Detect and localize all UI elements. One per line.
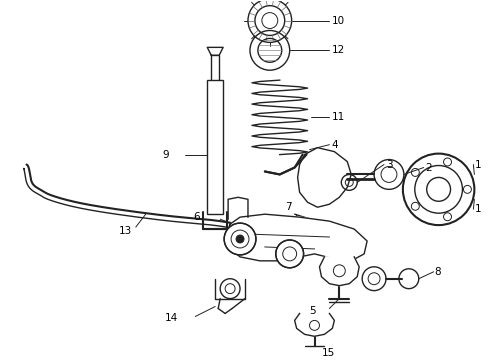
Text: 14: 14 xyxy=(165,314,178,323)
Text: 6: 6 xyxy=(194,212,200,222)
Circle shape xyxy=(224,223,256,255)
Text: 2: 2 xyxy=(426,162,432,172)
Polygon shape xyxy=(294,314,334,336)
Text: 5: 5 xyxy=(309,306,316,316)
Text: 8: 8 xyxy=(435,267,441,277)
Text: 4: 4 xyxy=(331,140,338,150)
Text: 12: 12 xyxy=(331,45,344,55)
Text: 3: 3 xyxy=(386,159,392,170)
Text: 7: 7 xyxy=(285,202,292,212)
Text: 10: 10 xyxy=(331,15,344,26)
Polygon shape xyxy=(225,214,367,261)
Text: 13: 13 xyxy=(119,226,132,236)
Text: 1: 1 xyxy=(474,204,481,214)
Text: 15: 15 xyxy=(321,348,335,358)
Text: 9: 9 xyxy=(162,150,169,159)
Circle shape xyxy=(276,240,304,268)
FancyBboxPatch shape xyxy=(207,80,223,214)
Circle shape xyxy=(236,235,244,243)
FancyBboxPatch shape xyxy=(211,55,219,95)
Text: 1: 1 xyxy=(474,159,481,170)
Polygon shape xyxy=(319,257,359,286)
Text: 11: 11 xyxy=(331,112,344,122)
